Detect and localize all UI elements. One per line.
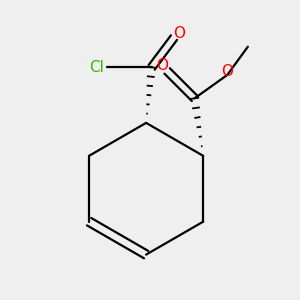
Text: O: O — [172, 26, 184, 41]
Text: O: O — [156, 58, 168, 73]
Text: O: O — [221, 64, 233, 79]
Text: Cl: Cl — [89, 60, 104, 75]
